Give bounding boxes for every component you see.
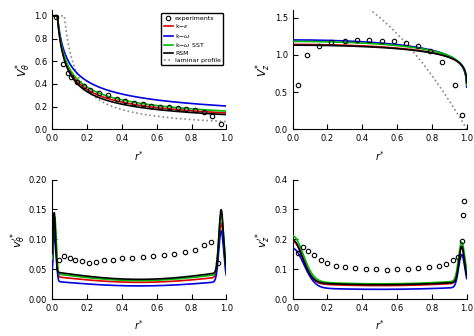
X-axis label: $r^{*}$: $r^{*}$ — [134, 319, 144, 332]
Legend: experiments, k$-\varepsilon$, k$-\omega$, k$-\omega$ SST, RSM, laminar profile: experiments, k$-\varepsilon$, k$-\omega$… — [161, 13, 223, 65]
Y-axis label: $V_{\theta}^{*}$: $V_{\theta}^{*}$ — [13, 63, 33, 77]
Y-axis label: $v_{\theta}^{\prime*}$: $v_{\theta}^{\prime*}$ — [8, 231, 27, 248]
X-axis label: $r^{*}$: $r^{*}$ — [375, 149, 385, 163]
Y-axis label: $V_{z}^{*}$: $V_{z}^{*}$ — [254, 63, 273, 77]
X-axis label: $r^{*}$: $r^{*}$ — [134, 149, 144, 163]
Y-axis label: $v_{z}^{\prime*}$: $v_{z}^{\prime*}$ — [254, 231, 273, 248]
X-axis label: $r^{*}$: $r^{*}$ — [375, 319, 385, 332]
